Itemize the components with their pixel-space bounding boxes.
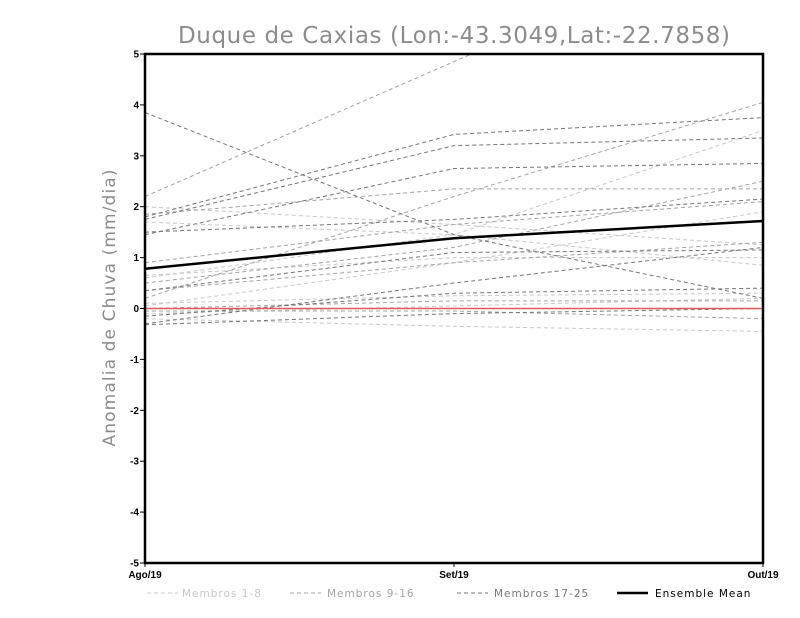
member-line-12 [145,180,763,284]
member-line-16 [145,201,763,264]
ensemble-mean-line [145,219,763,271]
x-tick-label: Out/19 [747,570,779,581]
member-line-18 [145,137,763,220]
member-line-10 [145,101,763,299]
member-line-8 [145,297,763,315]
member-line-19 [145,162,763,236]
member-line-7 [145,211,763,307]
legend-label-4: Ensemble Mean [655,588,751,600]
legend: Membros 1-8 Membros 9-16 Membros 17-25 Ense… [147,588,751,600]
member-line-23 [145,246,763,325]
member-line-22 [145,249,763,292]
member-line-20 [145,112,763,299]
member-line-17 [145,117,763,218]
x-axis-ticks: Ago/19 Set/19 Out/19 [128,563,779,581]
y-tick-label: -3 [130,457,139,468]
member-line-4 [145,318,763,332]
y-axis-ticks: -5 -4 -3 -2 -1 0 1 2 3 4 5 [130,50,145,570]
member-line-24 [145,287,763,317]
y-tick-label: -4 [130,508,139,519]
legend-label-3: Membros 17-25 [494,588,589,600]
y-tick-label: 4 [133,100,139,111]
x-tick-label: Ago/19 [128,570,162,581]
y-tick-label: 3 [133,151,139,162]
legend-label-1: Membros 1-8 [182,588,262,600]
y-tick-label: 1 [133,253,139,264]
y-tick-label: -1 [130,355,139,366]
y-tick-label: 0 [133,304,139,315]
member-line-9 [145,54,473,197]
member-line-13 [145,241,763,292]
legend-label-2: Membros 9-16 [327,588,415,600]
member-line-3 [145,292,763,304]
member-line-21 [145,198,763,233]
x-tick-label: Set/19 [439,570,469,581]
member-line-15 [145,310,763,320]
member-line-11 [145,188,763,215]
member-line-25 [145,308,763,326]
series-lines [145,54,763,332]
member-line-14 [145,300,763,309]
y-tick-label: 5 [133,50,139,61]
y-tick-label: -5 [130,559,139,570]
y-tick-label: 2 [133,202,139,213]
y-axis-label: Anomalia de Chuva (mm/dia) [100,170,120,447]
chart-title: Duque de Caxias (Lon:-43.3049,Lat:-22.78… [178,23,730,49]
member-line-5 [145,257,763,276]
y-tick-label: -2 [130,406,139,417]
